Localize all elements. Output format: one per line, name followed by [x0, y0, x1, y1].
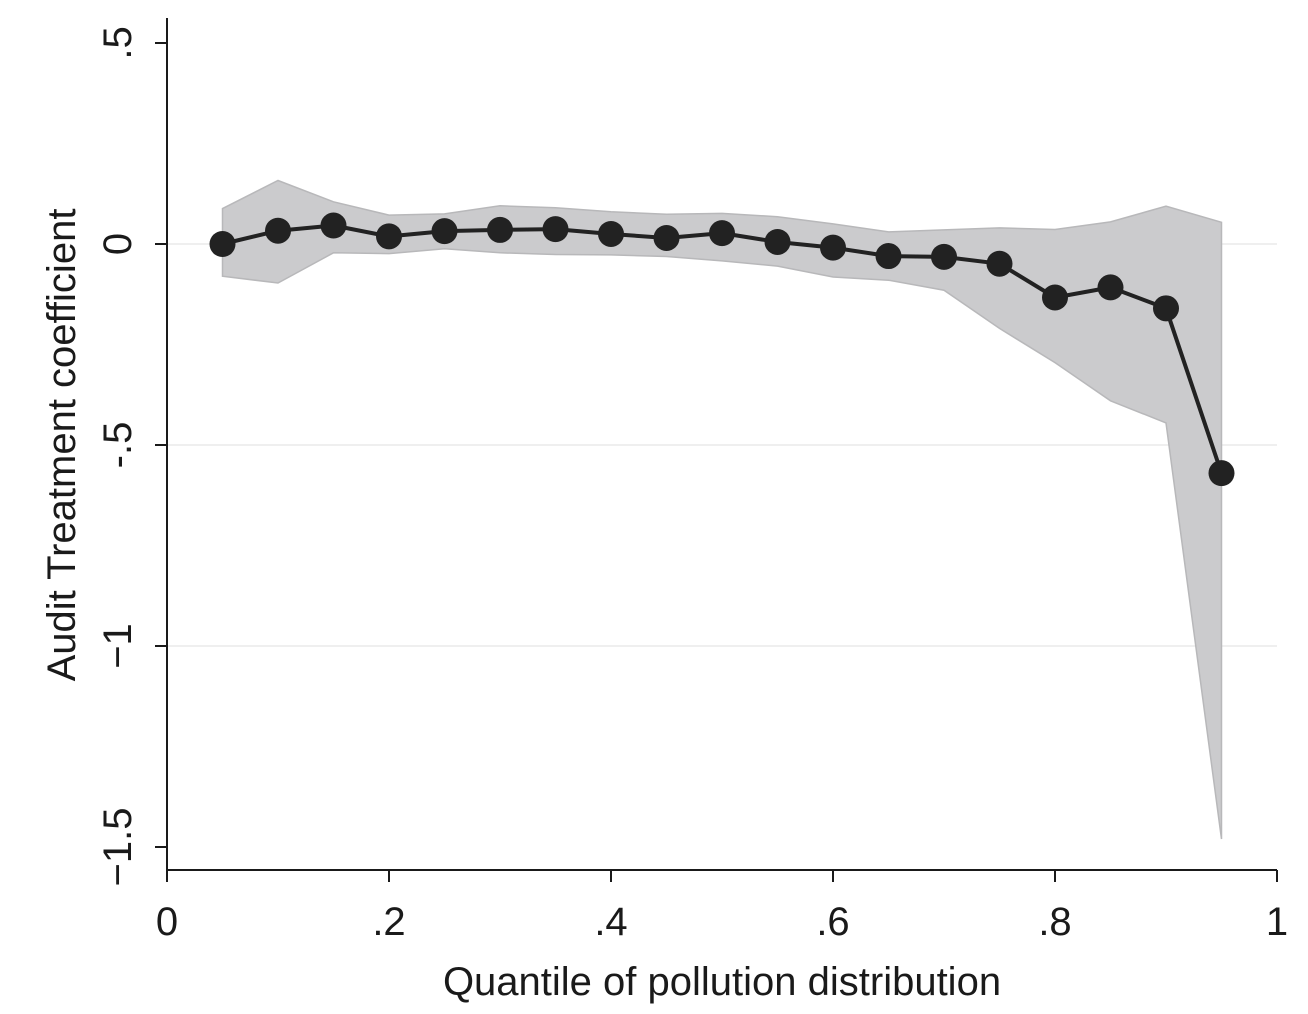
data-point-11 [820, 234, 846, 261]
x-axis-title: Quantile of pollution distribution [443, 960, 1001, 1004]
data-point-18 [1208, 460, 1235, 487]
x-tick-label-4: .8 [1038, 900, 1071, 944]
confidence-band [221, 179, 1223, 840]
x-tick-label-5: 1 [1266, 900, 1288, 944]
data-points [209, 212, 1235, 487]
y-axis-ticks: .5 0 -.5 −1 −1.5 [96, 26, 167, 886]
data-point-6 [542, 216, 569, 243]
data-point-14 [986, 250, 1013, 277]
data-point-8 [653, 224, 680, 251]
data-point-9 [709, 220, 735, 247]
x-tick-label-0: 0 [156, 900, 178, 944]
y-axis-title: Audit Treatment coefficient [40, 209, 84, 682]
data-point-1 [265, 217, 291, 244]
y-tick-label-3: −1 [96, 623, 140, 669]
y-tick-label-4: −1.5 [96, 808, 140, 887]
x-tick-label-1: .2 [372, 900, 405, 944]
y-tick-label-2: -.5 [96, 422, 140, 469]
data-point-7 [598, 220, 624, 247]
x-tick-label-2: .4 [594, 900, 627, 944]
data-point-3 [376, 223, 402, 250]
data-point-17 [1153, 295, 1179, 322]
data-point-0 [209, 231, 236, 257]
data-point-16 [1097, 274, 1124, 301]
data-point-15 [1042, 284, 1068, 311]
data-point-12 [875, 243, 902, 270]
y-tick-label-1: 0 [96, 233, 140, 255]
data-point-4 [431, 218, 458, 245]
y-tick-label-0: .5 [96, 26, 140, 59]
data-point-5 [487, 216, 513, 243]
x-axis-ticks: 0 .2 .4 .6 .8 1 [156, 870, 1288, 944]
data-point-10 [764, 228, 791, 255]
data-point-2 [320, 212, 347, 239]
x-tick-label-3: .6 [816, 900, 849, 944]
data-point-13 [931, 243, 957, 270]
